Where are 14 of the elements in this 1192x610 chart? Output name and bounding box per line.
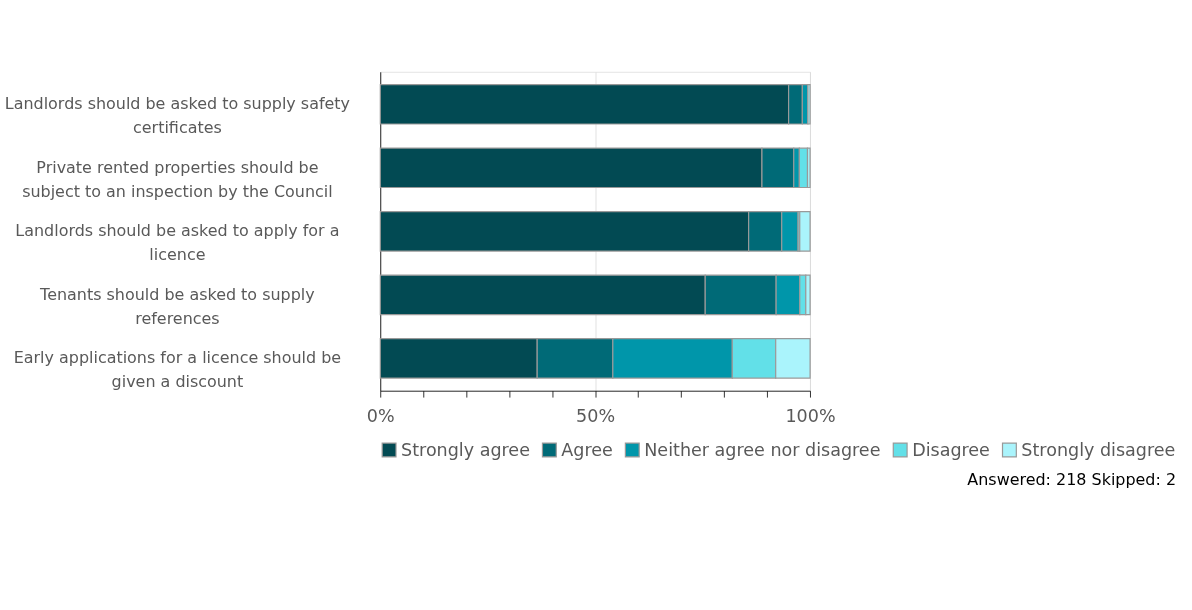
x-tick-label: 50% [576,406,616,427]
y-tick-label: Landlords should be asked to apply for a licence [15,221,340,265]
y-tick-label: Early applications for a licence should be given a discount [13,348,342,392]
text: Answered: 218 Skipped: 2 [967,469,1177,489]
legend-label: Agree [561,439,613,460]
legend-label: Strongly agree [401,439,530,460]
legend-label: Disagree [912,439,990,460]
x-tick-label: 100% [785,406,836,427]
y-tick-label: Landlords should be asked to supply safety certificates [4,94,350,137]
y-tick-label: Tenants should be asked to supply references [39,284,315,328]
legend-label: Strongly disagree [1021,439,1176,460]
x-tick-label: 0% [366,406,395,427]
legend-label: Neither agree nor disagree [644,439,881,460]
y-tick-label: Private rented properties should be subject to an inspection by the Council [22,157,333,201]
